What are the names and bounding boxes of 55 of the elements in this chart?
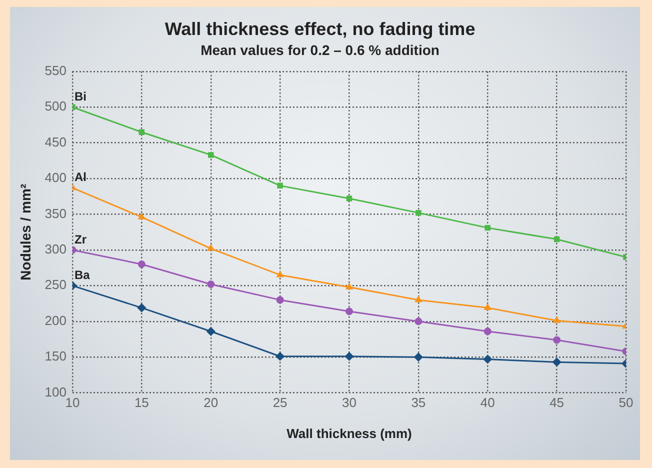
x-axis-title: Wall thickness (mm) [286, 426, 412, 441]
y-axis-title: Nodules / mm² [17, 184, 34, 280]
y-tick-label: 450 [44, 134, 66, 150]
point [276, 271, 284, 278]
chart-subtitle: Mean values for 0.2 – 0.6 % addition [200, 42, 440, 58]
y-tick-label: 100 [44, 384, 66, 400]
series-label: Bi [74, 89, 86, 104]
point [138, 213, 146, 220]
x-tick-label: 45 [550, 395, 564, 410]
point [344, 352, 354, 361]
y-tick-label: 500 [44, 98, 66, 114]
y-tick-label: 300 [44, 242, 66, 257]
point [414, 318, 422, 326]
x-tick-label: 10 [65, 395, 80, 410]
point [554, 236, 560, 242]
point [138, 260, 146, 268]
point [414, 352, 423, 362]
y-tick-label: 550 [44, 62, 66, 78]
point [206, 327, 216, 336]
point [484, 328, 492, 336]
point [484, 224, 490, 231]
point [277, 182, 283, 189]
y-tick-label: 250 [44, 277, 66, 292]
x-tick-label: 15 [134, 395, 149, 410]
point [207, 280, 215, 288]
y-tick-label: 400 [44, 170, 66, 186]
point [415, 296, 422, 302]
point [345, 308, 353, 316]
point [483, 354, 492, 364]
point [138, 129, 145, 135]
series-label: Al [74, 170, 86, 184]
x-tick-label: 35 [411, 395, 426, 410]
x-tick-label: 20 [204, 395, 218, 410]
point [276, 296, 284, 304]
point [276, 352, 284, 361]
series-label: Ba [74, 268, 90, 282]
y-tick-label: 200 [44, 312, 66, 328]
point [416, 210, 422, 216]
x-tick-label: 40 [480, 395, 495, 410]
series-label: Zr [74, 232, 87, 246]
chart-title: Wall thickness effect, no fading time [164, 18, 476, 39]
x-tick-label: 25 [272, 395, 288, 410]
point [346, 283, 353, 290]
y-tick-label: 350 [44, 206, 66, 221]
x-tick-label: 50 [618, 395, 634, 410]
point [346, 196, 352, 202]
point [484, 304, 491, 310]
x-tick-label: 30 [342, 395, 356, 410]
point [208, 152, 214, 158]
point [553, 316, 560, 323]
point [208, 244, 214, 251]
point [553, 336, 561, 344]
y-tick-label: 150 [44, 348, 66, 364]
point [552, 358, 562, 366]
point [137, 304, 146, 312]
